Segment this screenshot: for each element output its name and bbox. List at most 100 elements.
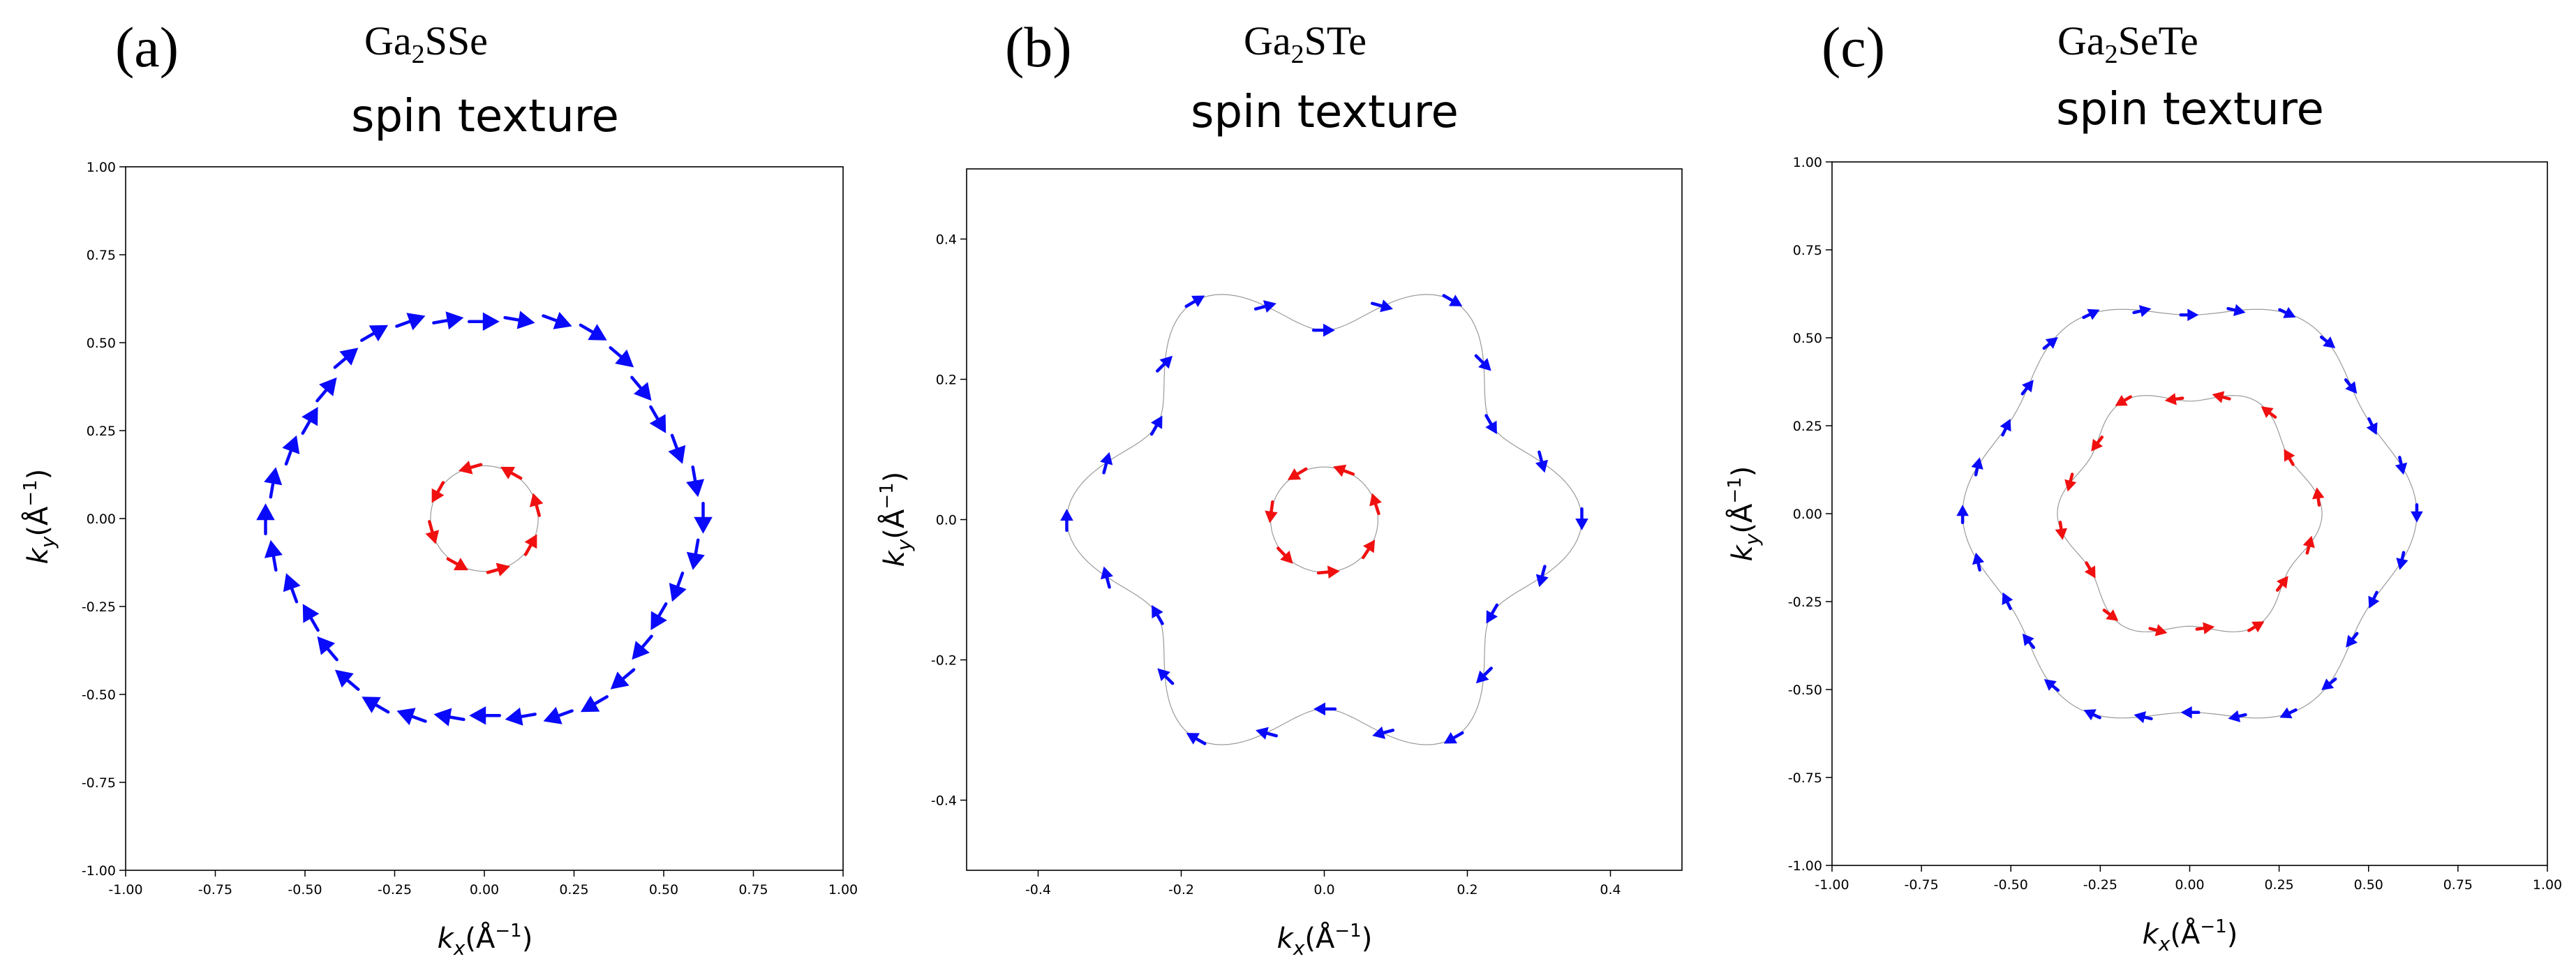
spin-arrow [2284, 449, 2295, 466]
spin-arrow [317, 636, 338, 662]
y-tick-label: 0.50 [1793, 331, 1822, 346]
spin-arrow [632, 634, 653, 660]
inner-contour [2057, 395, 2323, 632]
spin-arrow [2247, 621, 2265, 633]
svg-text:kx(Å−1): kx(Å−1) [438, 921, 533, 960]
spin-arrow [333, 348, 359, 369]
spin-arrow [264, 539, 283, 572]
spin-arrow [2319, 335, 2336, 348]
spin-arrow [1443, 731, 1464, 744]
spin-arrow [396, 708, 427, 726]
spin-arrow [432, 311, 464, 330]
spin-arrow [1287, 467, 1308, 480]
spin-arrow [2279, 707, 2298, 719]
spin-arrow [503, 311, 535, 329]
spin-arrow [2411, 502, 2423, 523]
y-tick-label: 0.00 [87, 512, 116, 527]
spin-arrow [1474, 354, 1491, 371]
x-tick-label: 0.2 [1457, 882, 1477, 898]
spin-arrow [1256, 727, 1279, 740]
spin-arrow [1361, 539, 1376, 560]
spin-arrow [2102, 609, 2119, 621]
spin-arrow [2396, 551, 2409, 570]
spin-arrow [2368, 590, 2380, 609]
y-tick-label: 0.25 [87, 424, 116, 439]
spin-arrow [256, 503, 275, 536]
spin-arrow [2134, 711, 2153, 724]
plot-frame [966, 168, 1683, 871]
spin-arrow [694, 501, 713, 534]
spin-arrow [1442, 294, 1463, 306]
x-tick-label: 0.50 [2354, 877, 2383, 893]
spin-arrow [500, 466, 523, 480]
x-tick-label: 0.25 [559, 882, 588, 898]
y-tick-label: -0.50 [1788, 683, 1822, 698]
spin-arrow [431, 481, 445, 503]
y-axis-label: ky(Å−1) [877, 472, 916, 567]
spin-arrow [2321, 677, 2337, 690]
x-tick-label: 0.50 [649, 882, 678, 898]
spin-arrow [2275, 576, 2288, 592]
spin-arrow [301, 407, 318, 435]
y-tick-label: -0.75 [1788, 770, 1822, 786]
x-tick-label: 1.00 [828, 882, 858, 898]
spin-arrow [1369, 493, 1382, 516]
spin-arrow [2083, 709, 2101, 721]
spin-arrow [2180, 706, 2201, 719]
spin-arrow [610, 668, 636, 690]
spin-arrow [2132, 305, 2152, 318]
spin-arrow [467, 312, 500, 331]
spin-arrow [579, 323, 607, 341]
y-tick-label: -0.75 [82, 775, 116, 791]
y-tick-label: 1.00 [87, 160, 116, 175]
spin-arrow [2346, 632, 2359, 648]
spin-arrow [1101, 566, 1113, 589]
spin-arrow [609, 346, 634, 368]
y-tick-label: -1.00 [82, 863, 116, 879]
spin-arrow [1475, 667, 1493, 684]
x-tick-label: 1.00 [2533, 877, 2562, 893]
spin-arrow [264, 467, 283, 499]
spin-arrow [1311, 323, 1335, 337]
spin-arrow [1370, 299, 1393, 313]
spin-arrow [2228, 710, 2247, 722]
compound-label-c: Ga2SeTe [2057, 18, 2198, 69]
spin-arrow [2395, 456, 2408, 475]
spin-arrow [2043, 679, 2060, 692]
spin-arrow [669, 571, 687, 602]
x-axis-label: kx(Å−1) [1277, 921, 1373, 960]
x-tick-label: -0.25 [2083, 877, 2117, 893]
spin-arrow [580, 695, 609, 713]
spin-arrow [486, 563, 510, 576]
spin-arrow [1372, 726, 1395, 739]
spin-arrow [650, 602, 668, 630]
panel-label-a: (a) [115, 15, 179, 79]
y-tick-label: -0.4 [931, 794, 957, 809]
x-tick-label: 0.75 [738, 882, 768, 898]
chart-title-b: spin texture [1191, 87, 1459, 138]
spin-arrow [686, 465, 705, 498]
x-tick-label: -1.00 [1815, 877, 1849, 893]
spin-arrow [425, 520, 440, 544]
plot-frame [1831, 161, 2548, 866]
spin-arrow [543, 706, 574, 724]
y-tick-label: -0.25 [1788, 595, 1822, 610]
y-tick-label: 0.2 [936, 373, 957, 388]
spin-arrow [505, 707, 537, 726]
y-tick-label: -0.25 [82, 600, 116, 615]
spin-texture-plot-c: -1.00 -0.75 -0.50 -0.25 0.00 0.25 0.50 0.75 1.00… [1788, 155, 2562, 893]
spin-arrow [668, 433, 686, 464]
spin-texture-plot-a: -1.00 -0.75 -0.50 -0.25 0.00 0.25 0.50 0.75 1.00… [82, 160, 858, 898]
x-tick-label: 0.00 [2175, 877, 2204, 893]
spin-arrow [1186, 733, 1207, 745]
spin-arrow [315, 377, 337, 403]
spin-arrow [2195, 622, 2215, 634]
spin-arrow [469, 706, 502, 725]
spin-arrow [2302, 535, 2315, 555]
spin-arrow [542, 311, 572, 329]
axis-labels: kx(Å−1) ky(Å−1) kx(Å−1) ky(Å−1) kx(Å−1) ky(Å−… [20, 466, 2238, 960]
spin-arrow [2115, 394, 2132, 406]
spin-arrow [283, 573, 301, 604]
spin-arrow [1333, 464, 1355, 477]
spin-arrow [649, 405, 667, 433]
